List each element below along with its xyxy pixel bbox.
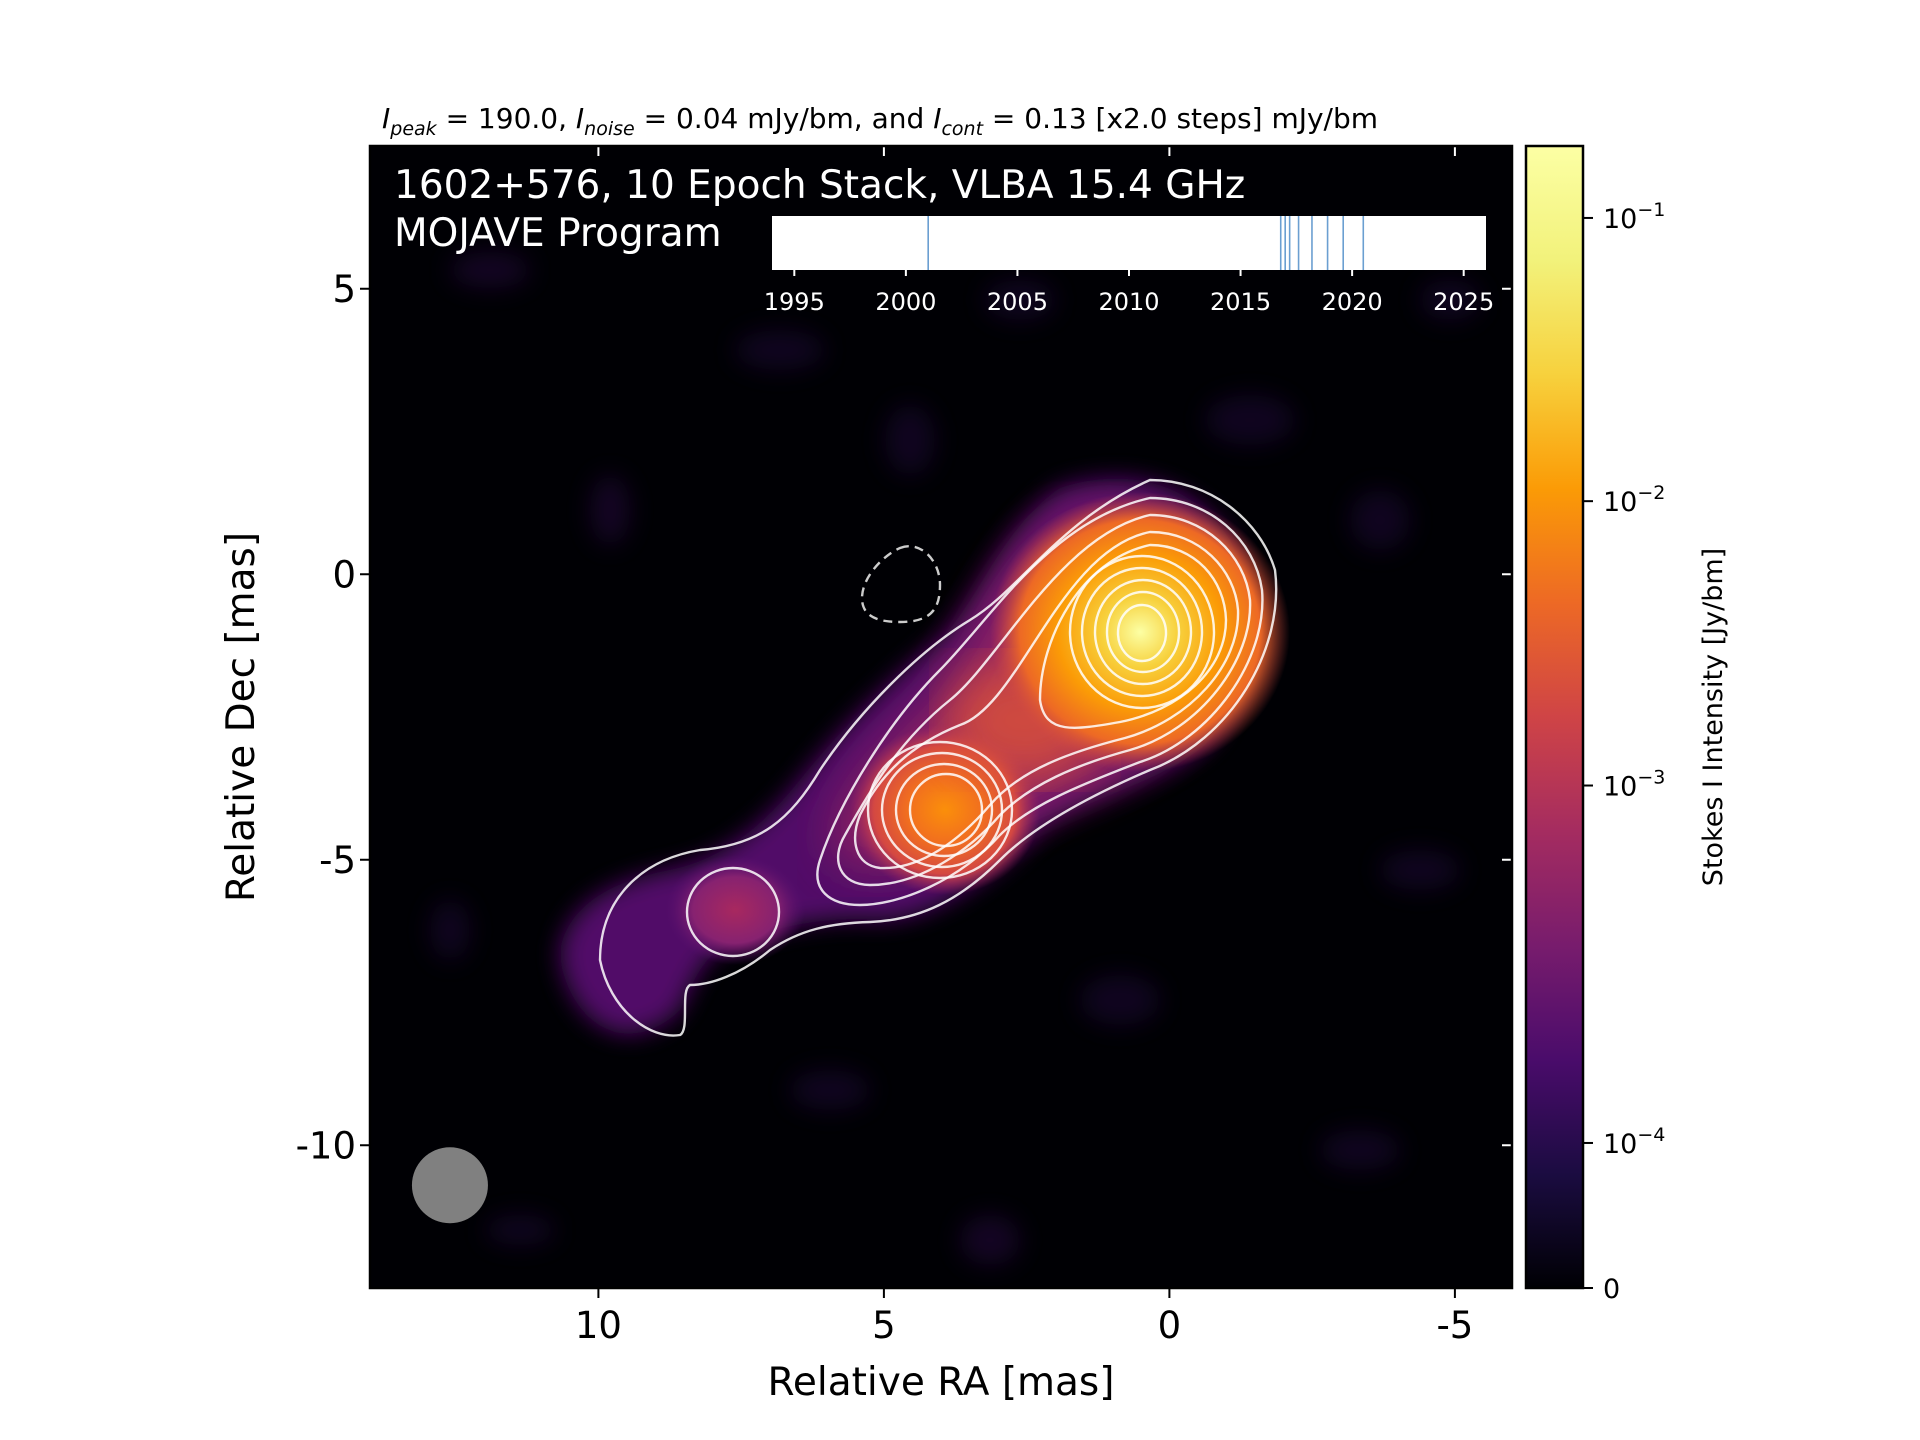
y-axis-ticks: 5 0 -5 -10 bbox=[296, 268, 1512, 1167]
timeline-tick-label: 2010 bbox=[1098, 288, 1159, 316]
x-tick-label: 10 bbox=[575, 1304, 622, 1347]
contour-core-d bbox=[1105, 590, 1181, 674]
timeline-tick-label: 1995 bbox=[764, 288, 825, 316]
contour-core-e bbox=[1116, 603, 1168, 663]
x-tick-label: 0 bbox=[1158, 1304, 1182, 1347]
intensity-map bbox=[430, 252, 1480, 1265]
y-tick-label: 0 bbox=[332, 553, 356, 596]
contours bbox=[598, 478, 1278, 1037]
contour-outer bbox=[598, 478, 1278, 1037]
beam-ellipse bbox=[411, 1147, 488, 1224]
plot-area: 1602+576, 10 Epoch Stack, VLBA 15.4 GHz … bbox=[296, 144, 1514, 1347]
plot-frame bbox=[368, 144, 1514, 1290]
x-axis-ticks: 10 5 0 -5 bbox=[575, 146, 1473, 1347]
colorbar-gradient bbox=[1526, 146, 1583, 1288]
contour-c2-a bbox=[866, 740, 1014, 880]
noise-blobs bbox=[430, 252, 1480, 1265]
colorbar-tick-label: 10−4 bbox=[1603, 1124, 1665, 1160]
timeline-ticks: 1995 2000 2005 2010 2015 2020 2025 bbox=[764, 270, 1494, 316]
contour-core-c bbox=[1093, 578, 1193, 686]
colorbar-tick-label: 10−3 bbox=[1603, 767, 1665, 803]
contour-c3 bbox=[685, 866, 781, 958]
timeline-tick-label: 2005 bbox=[987, 288, 1048, 316]
colorbar-frame bbox=[1524, 144, 1585, 1290]
header-text: Ipeak = 190.0, Inoise = 0.04 mJy/bm, and… bbox=[382, 102, 1378, 140]
colorbar-tick-label: 0 bbox=[1603, 1274, 1620, 1305]
colorbar: 10−1 10−2 10−3 10−4 0 Stokes I Intensity [Jy… bbox=[1524, 144, 1729, 1305]
colorbar-tick-label: 10−2 bbox=[1603, 482, 1665, 518]
plot-title-line1: 1602+576, 10 Epoch Stack, VLBA 15.4 GHz bbox=[394, 163, 1245, 208]
negative-contour bbox=[860, 545, 942, 624]
timeline-tick-label: 2015 bbox=[1210, 288, 1271, 316]
y-tick-label: 5 bbox=[332, 268, 356, 311]
timeline-tick-label: 2000 bbox=[875, 288, 936, 316]
colorbar-label: Stokes I Intensity [Jy/bm] bbox=[1698, 548, 1729, 886]
epoch-lines bbox=[927, 216, 1365, 270]
timeline-tick-label: 2020 bbox=[1322, 288, 1383, 316]
contour-4 bbox=[853, 530, 1240, 870]
contour-core-a bbox=[1068, 554, 1216, 710]
y-tick-label: -10 bbox=[296, 1124, 356, 1167]
x-tick-label: 5 bbox=[872, 1304, 896, 1347]
epoch-timeline: 1995 2000 2005 2010 2015 2020 2025 bbox=[764, 216, 1494, 316]
colorbar-ticks: 10−1 10−2 10−3 10−4 0 bbox=[1583, 199, 1665, 1305]
x-axis-label: Relative RA [mas] bbox=[768, 1360, 1115, 1405]
colorbar-tick-label: 10−1 bbox=[1603, 199, 1665, 235]
contour-c2-b bbox=[880, 751, 1004, 869]
timeline-box bbox=[772, 216, 1486, 270]
timeline-tick-label: 2025 bbox=[1433, 288, 1494, 316]
contour-c2-d bbox=[908, 772, 984, 848]
y-axis-label: Relative Dec [mas] bbox=[219, 532, 264, 902]
y-tick-label: -5 bbox=[319, 839, 356, 882]
contour-5 bbox=[1038, 543, 1228, 729]
x-tick-label: -5 bbox=[1436, 1304, 1473, 1347]
core bbox=[990, 492, 1290, 772]
plot-title-line2: MOJAVE Program bbox=[394, 211, 722, 256]
contour-2 bbox=[816, 496, 1264, 907]
contour-core-b bbox=[1080, 566, 1204, 698]
contour-c2-c bbox=[894, 762, 994, 858]
